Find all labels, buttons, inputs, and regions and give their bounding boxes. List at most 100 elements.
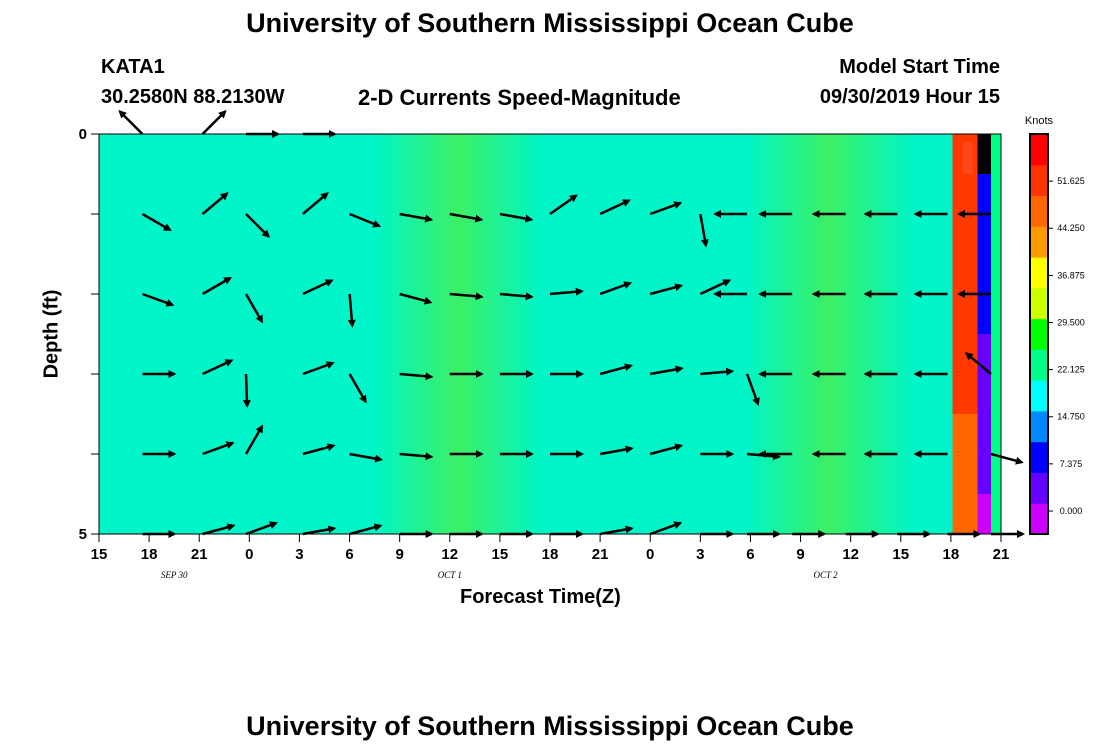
current-vector [700,367,735,376]
current-vector [347,293,356,328]
current-vector [141,212,172,232]
y-tick-label: 0 [79,126,87,143]
colorbar-tick-label: 7.375 [1060,459,1083,469]
model-start-label: Model Start Time [839,56,1000,78]
current-vector [349,523,383,536]
current-vector [302,443,336,456]
colorbar-segment [1030,503,1048,535]
speed-columns [952,134,1001,534]
colorbar-segment [1030,257,1048,289]
current-vector [649,365,684,376]
current-vector [449,292,484,301]
x-tick-label: 21 [191,546,208,563]
x-tick-label: 18 [141,546,158,563]
current-vector [202,441,235,456]
colorbar-segment [1030,380,1048,412]
colorbar-segment [1030,164,1048,197]
x-tick-label: 0 [646,546,654,563]
speed-column-top [977,134,991,174]
current-vector [245,521,278,536]
product-title: 2-D Currents Speed-Magnitude [358,85,681,110]
x-tick-label: 15 [492,546,509,563]
current-vector [649,201,683,216]
colorbar-tick-label: 29.500 [1057,317,1085,327]
x-tick-label: 0 [245,546,253,563]
colorbar-segment [1030,134,1048,166]
plot-area [99,134,1001,534]
current-vector [549,287,584,296]
colorbar-segment [1030,318,1048,350]
colorbar-segment [1030,410,1048,443]
current-vector [599,199,631,216]
x-tick-label: 15 [91,546,108,563]
y-axis: 05 [79,126,99,543]
x-tick-label: 18 [943,546,960,563]
current-vector [499,212,534,223]
current-vector [201,109,227,135]
current-vector [301,192,329,215]
current-vector [244,424,264,455]
date-label: OCT 1 [438,570,462,580]
current-vector [245,213,271,239]
colorbar-tick-label: 0.000 [1060,506,1083,516]
x-tick-label: 12 [842,546,859,563]
x-tick-label: 9 [395,546,403,563]
colorbar-tick-label: 51.625 [1057,176,1085,186]
current-vector [202,359,234,376]
x-tick-label: 12 [441,546,458,563]
current-vector [302,525,337,536]
current-vector [399,292,433,305]
x-tick-label: 6 [345,546,353,563]
current-vector [649,283,684,296]
speed-column-low [977,334,991,494]
current-vector [399,452,434,461]
x-axis-label: Forecast Time(Z) [460,586,621,608]
current-vector [449,212,484,223]
bottom-title: University of Southern Mississippi Ocean… [246,711,854,741]
station-id: KATA1 [101,56,165,78]
colorbar-frame [1029,133,1049,535]
current-vector [349,212,382,228]
top-title: University of Southern Mississippi Ocean… [246,8,854,38]
date-label: SEP 30 [161,570,188,580]
x-tick-label: 3 [295,546,303,563]
date-label: OCT 2 [814,570,839,580]
current-vector [649,521,683,536]
current-vector [141,292,175,307]
current-vector [201,192,229,215]
current-vector [349,452,384,463]
x-tick-label: 18 [542,546,559,563]
current-vector [599,281,633,296]
x-tick-label: 21 [592,546,609,563]
x-tick-label: 6 [746,546,754,563]
current-vector [242,373,251,408]
colorbar-segment [1030,441,1048,473]
x-tick-label: 3 [696,546,704,563]
colorbar-tick-label: 36.875 [1057,270,1085,280]
colorbar-tick-label: 14.750 [1057,412,1085,422]
model-start-time: 09/30/2019 Hour 15 [819,86,1000,108]
current-vector [699,279,732,296]
colorbar-tick-label: 22.125 [1057,365,1085,375]
y-tick-label: 5 [79,526,87,543]
station-coords: 30.2580N 88.2130W [101,86,285,108]
current-vector [348,373,367,404]
current-vector [201,276,233,296]
current-vector [499,292,534,301]
colorbar-segment [1030,287,1048,320]
current-vector [599,525,634,536]
current-vector [549,194,578,216]
x-tick-label: 21 [993,546,1010,563]
current-vector [302,279,334,296]
current-vector [964,352,992,375]
current-vector [599,363,633,376]
colorbar-tick-label: 44.250 [1057,223,1085,233]
colorbar-segment [1030,226,1048,258]
colorbar: Knots 51.625 44.250 36.875 29.500 22.125 14.75… [1025,115,1085,535]
current-vector [118,109,144,135]
speed-column-mid [977,174,991,334]
current-vector [990,452,1024,465]
colorbar-segment [1030,472,1048,504]
